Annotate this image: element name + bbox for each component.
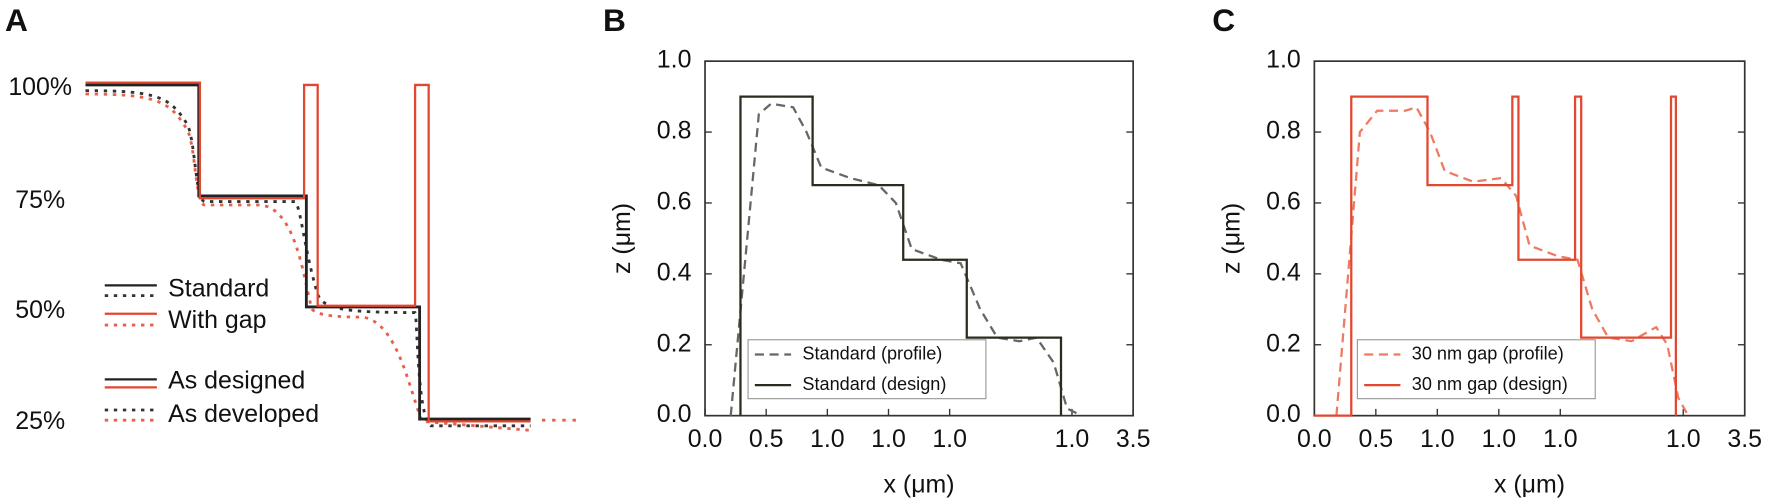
panel: B 0.0 0.2 0.4 0.6 0.8 1.0 0.0 0.5 1.0 1.0 1.0 1.0 3.5… [603,2,1150,498]
x-axis-label: x (μm) [1494,470,1565,498]
x-tick-label: 1.0 [1420,425,1455,453]
panel-letter: A [5,2,28,38]
series-line [1314,95,1678,417]
level-label: 75% [15,186,65,214]
panel-letter: C [1212,2,1235,38]
legend-box [747,339,987,400]
legend-label: Standard (profile) [802,343,942,363]
legend-box [1356,339,1596,400]
x-tick-label: 0.0 [688,425,723,453]
schematic-developed-standard [85,89,531,428]
plot-frame [704,60,1134,417]
legend-label: Standard (design) [802,374,946,394]
x-tick-label: 1.0 [1481,425,1516,453]
level-label: 25% [15,407,65,435]
y-axis-label: z (μm) [608,203,636,274]
x-tick-label: 0.0 [1297,425,1332,453]
y-axis-label: z (μm) [1217,203,1245,274]
legend-label: 30 nm gap (profile) [1412,343,1564,363]
series-line [1335,105,1690,417]
panel-a: A 100% 75% 50% 25% Standard With gap As … [5,2,579,435]
y-tick-label: 0.0 [1266,400,1301,428]
plot-frame [1313,60,1746,417]
legend-label: As developed [168,400,319,428]
panel: C 0.0 0.2 0.4 0.6 0.8 1.0 0.0 0.5 1.0 1.0 1.0 1.0 3.5… [1212,2,1762,498]
y-tick-label: 0.6 [1266,188,1301,216]
y-tick-label: 1.0 [657,46,692,74]
level-label: 100% [8,73,72,101]
y-tick-label: 1.0 [1266,46,1301,74]
x-tick-label: 1.0 [810,425,845,453]
series-line [739,95,1063,416]
x-tick-label: 1.0 [871,425,906,453]
x-tick-label: 3.5 [1116,425,1151,453]
x-tick-label: 1.0 [1055,425,1090,453]
y-tick-label: 0.4 [1266,258,1301,286]
y-tick-label: 0.4 [657,258,692,286]
y-tick-label: 0.6 [657,188,692,216]
schematic-designed-gap [85,81,531,423]
x-tick-label: 3.5 [1727,425,1762,453]
x-tick-label: 1.0 [1666,425,1701,453]
level-label: 50% [15,296,65,324]
y-tick-label: 0.8 [657,117,692,145]
legend-label: As designed [168,366,305,394]
x-tick-label: 1.0 [932,425,967,453]
y-tick-label: 0.0 [657,400,692,428]
x-tick-label: 1.0 [1543,425,1578,453]
panel-letter: B [603,2,626,38]
x-axis-label: x (μm) [884,470,955,498]
x-tick-label: 0.5 [749,425,784,453]
y-tick-label: 0.2 [657,329,692,357]
x-tick-label: 0.5 [1359,425,1394,453]
legend-label: Standard [168,275,269,303]
y-tick-label: 0.2 [1266,329,1301,357]
legend-label: With gap [168,306,266,334]
y-tick-label: 0.8 [1266,117,1301,145]
legend-label: 30 nm gap (design) [1412,374,1568,394]
